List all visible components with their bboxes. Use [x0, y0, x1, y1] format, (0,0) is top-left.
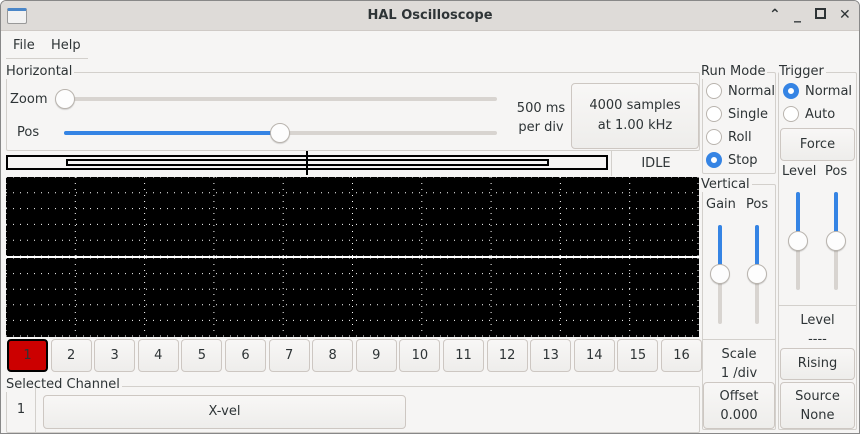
offset-value: 0.000 [720, 407, 758, 423]
radio-indicator-icon [706, 83, 722, 99]
vertical-label: Vertical [701, 177, 752, 192]
gain-slider-fill [718, 225, 722, 273]
run_mode-radio-roll[interactable]: Roll [706, 129, 752, 145]
channel-button-5[interactable]: 5 [181, 339, 223, 372]
radio-indicator-icon [706, 152, 722, 168]
trigger-level-title: Level [800, 313, 835, 328]
radio-indicator-icon [783, 83, 799, 99]
menu-divider [6, 58, 88, 59]
trigger-label: Trigger [779, 64, 826, 79]
status-label: IDLE [611, 151, 700, 176]
trigger-pos-slider-fill [834, 192, 838, 240]
radio-label: Normal [728, 83, 776, 99]
app-icon [7, 8, 27, 24]
radio-indicator-icon [783, 106, 799, 122]
vertical-pos-slider-fill [755, 225, 759, 273]
trigger-pos-label: Pos [825, 164, 848, 179]
minimize-icon[interactable]: _ [794, 7, 801, 23]
source-button[interactable]: Source None [780, 382, 855, 429]
trigger-radio-normal[interactable]: Normal [783, 83, 852, 99]
sample-rate: at 1.00 kHz [597, 118, 673, 133]
zoom-label: Zoom [10, 92, 48, 107]
channel-button-16[interactable]: 16 [661, 339, 702, 372]
channel-button-2[interactable]: 2 [50, 339, 92, 372]
run_mode-radio-stop[interactable]: Stop [706, 152, 758, 168]
vertical-pos-label: Pos [746, 197, 769, 212]
run_mode-radio-single[interactable]: Single [706, 106, 768, 122]
selected-channel-label: Selected Channel [6, 377, 122, 392]
run-mode-label: Run Mode [701, 64, 768, 79]
menu-help[interactable]: Help [51, 38, 81, 53]
channel-button-4[interactable]: 4 [137, 339, 179, 372]
vertical-pos-slider-handle[interactable] [747, 264, 767, 284]
trigger-pos-slider-handle[interactable] [826, 231, 846, 251]
trigger-level-slider-fill [796, 192, 800, 240]
radio-label: Single [728, 106, 768, 122]
selected-channel-number: 1 [7, 387, 36, 432]
per-div-readout: 500 ms per div [506, 99, 576, 137]
channel-button-14[interactable]: 14 [573, 339, 615, 372]
radio-label: Stop [728, 152, 758, 168]
shade-icon[interactable]: ⌃ [769, 7, 781, 23]
trigger-level-value: ---- [808, 332, 827, 347]
zoom-slider-handle[interactable] [55, 89, 75, 109]
radio-label: Auto [805, 106, 836, 122]
channel-button-1[interactable]: 1 [7, 339, 48, 372]
channel-button-15[interactable]: 15 [617, 339, 659, 372]
pos-label: Pos [17, 125, 40, 140]
menu-file[interactable]: File [13, 38, 35, 53]
trigger-radio-auto[interactable]: Auto [783, 106, 835, 122]
source-title: Source [795, 388, 840, 404]
channel-button-13[interactable]: 13 [530, 339, 572, 372]
gain-slider-handle[interactable] [710, 264, 730, 284]
scale-readout: Scale 1 /div [703, 339, 775, 383]
radio-indicator-icon [706, 106, 722, 122]
scale-title: Scale [721, 347, 757, 362]
horizontal-frame [6, 72, 700, 151]
channel-button-7[interactable]: 7 [268, 339, 310, 372]
channel-button-11[interactable]: 11 [443, 339, 484, 372]
radio-indicator-icon [706, 129, 722, 145]
trigger-level-readout: Level ---- [779, 305, 856, 349]
trigger-position-marker [306, 151, 308, 175]
pos-slider-handle[interactable] [270, 123, 290, 143]
horizontal-label: Horizontal [6, 64, 75, 79]
channel-button-9[interactable]: 9 [355, 339, 397, 372]
per-div-value: 500 ms [516, 101, 566, 116]
samples-button[interactable]: 4000 samples at 1.00 kHz [571, 83, 699, 149]
gain-label: Gain [706, 197, 736, 212]
scope-display[interactable] [6, 177, 699, 337]
zoom-slider[interactable] [65, 97, 497, 101]
maximize-icon[interactable] [815, 8, 826, 19]
radio-label: Roll [728, 129, 752, 145]
channel-button-10[interactable]: 10 [399, 339, 441, 372]
force-button[interactable]: Force [780, 128, 855, 161]
pos-slider-fill [64, 131, 280, 135]
channel-name-button[interactable]: X-vel [43, 395, 406, 429]
selected-channel-frame [6, 386, 700, 433]
run_mode-radio-normal[interactable]: Normal [706, 83, 775, 99]
offset-title: Offset [719, 388, 759, 404]
channel-button-8[interactable]: 8 [312, 339, 354, 372]
per-div-unit: per div [518, 120, 564, 135]
title-bar: HAL Oscilloscope ⌃ _ ✕ [1, 1, 859, 31]
radio-label: Normal [805, 83, 853, 99]
channel-button-12[interactable]: 12 [486, 339, 528, 372]
close-icon[interactable]: ✕ [839, 7, 851, 23]
trigger-level-slider-handle[interactable] [788, 231, 808, 251]
source-value: None [800, 407, 835, 423]
edge-button[interactable]: Rising [780, 348, 855, 380]
offset-button[interactable]: Offset 0.000 [703, 382, 775, 429]
window-title: HAL Oscilloscope [367, 8, 493, 23]
channel-button-6[interactable]: 6 [225, 339, 266, 372]
scale-value: 1 /div [720, 366, 758, 381]
trigger-level-label: Level [782, 164, 817, 179]
samples-count: 4000 samples [589, 98, 681, 113]
channel-button-3[interactable]: 3 [94, 339, 136, 372]
